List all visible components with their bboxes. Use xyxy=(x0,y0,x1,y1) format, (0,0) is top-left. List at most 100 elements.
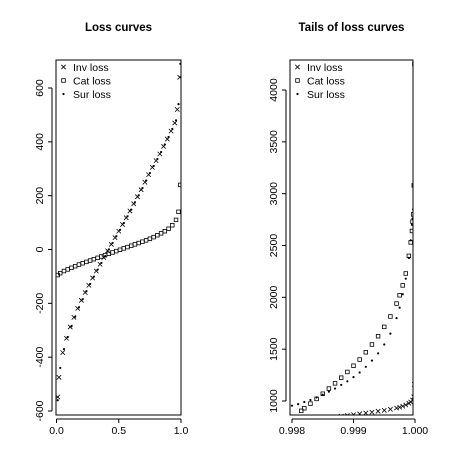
cat-loss-point xyxy=(117,247,123,252)
sur-loss-point xyxy=(377,352,380,355)
sur-loss-point xyxy=(346,380,349,383)
sur-loss-point xyxy=(148,171,151,175)
cat-loss-point xyxy=(76,262,82,267)
legend-inv-loss-label: Inv loss xyxy=(307,62,343,74)
x-tick-label: 1.000 xyxy=(402,425,428,437)
legend-inv-loss-label: Inv loss xyxy=(73,62,109,74)
sur-loss-point xyxy=(118,228,122,231)
sur-loss-point xyxy=(412,208,413,211)
sur-loss-point xyxy=(179,62,181,65)
cat-loss-point xyxy=(410,212,413,217)
sur-loss-point xyxy=(122,222,125,225)
sur-loss-point xyxy=(358,371,361,374)
inv-loss-point xyxy=(397,404,403,410)
sur-loss-point xyxy=(401,293,404,296)
x-tick-label: 0.0 xyxy=(49,425,64,437)
legend-sur-loss-marker xyxy=(62,92,65,96)
cat-loss-point xyxy=(176,209,181,215)
inv-loss-point xyxy=(344,413,350,415)
legend-cat-loss-marker xyxy=(295,78,300,83)
y-tick-label: -200 xyxy=(34,293,46,314)
cat-loss-point xyxy=(132,242,138,247)
cat-loss-point xyxy=(338,375,344,380)
inv-loss-point xyxy=(172,120,178,126)
loss-curves-panel: Loss curves -600 -400 -200 0 200 400 600 0.0 0.5 1… xyxy=(34,22,188,437)
legend-sur-loss-label: Sur loss xyxy=(73,89,111,101)
sur-loss-point xyxy=(409,239,412,242)
sur-loss-point xyxy=(174,119,178,122)
y-tick-label: 2500 xyxy=(268,234,280,258)
cat-loss-point xyxy=(400,283,405,288)
sur-loss-point xyxy=(70,325,73,328)
sur-loss-point xyxy=(159,150,163,154)
cat-loss-point xyxy=(155,233,160,238)
cat-loss-point xyxy=(87,258,93,263)
cat-loss-point xyxy=(125,244,130,250)
cat-loss-point xyxy=(162,228,168,234)
chart-title: Tails of loss curves xyxy=(299,22,405,34)
cat-loss-point xyxy=(69,265,74,271)
sur-loss-point xyxy=(412,177,413,179)
y-tick-label: 400 xyxy=(34,133,46,151)
sur-loss-point xyxy=(383,343,386,346)
cat-loss-point xyxy=(351,363,356,368)
y-tick-label: 4000 xyxy=(268,78,280,102)
series-sur-loss xyxy=(290,177,413,407)
inv-loss-point xyxy=(338,413,344,415)
inv-loss-point xyxy=(394,405,400,411)
cat-loss-point xyxy=(326,386,332,391)
y-tick-label: 2000 xyxy=(268,285,280,309)
cat-loss-point xyxy=(299,408,304,414)
sur-loss-point xyxy=(126,215,129,218)
series-cat-loss xyxy=(56,182,181,278)
cat-loss-point xyxy=(147,236,153,241)
sur-loss-point xyxy=(297,403,300,406)
sur-loss-point xyxy=(321,393,324,396)
cat-loss-point xyxy=(91,256,97,262)
cat-loss-point xyxy=(173,217,179,223)
sur-loss-point xyxy=(133,201,137,204)
cat-loss-point xyxy=(128,243,134,248)
cat-loss-point xyxy=(394,301,399,306)
cat-loss-point xyxy=(178,182,181,188)
sur-loss-point xyxy=(77,306,81,309)
cat-loss-point xyxy=(332,381,338,386)
inv-loss-point xyxy=(296,419,300,423)
sur-loss-point xyxy=(85,290,88,293)
cat-loss-point xyxy=(412,61,413,67)
sur-loss-point xyxy=(167,135,170,139)
x-tick-label: 0.5 xyxy=(111,425,126,437)
x-tick-label: 0.998 xyxy=(279,425,305,437)
sur-loss-point xyxy=(352,376,355,379)
sur-loss-point xyxy=(177,103,180,106)
cat-loss-point xyxy=(166,226,171,231)
legend-inv-loss-marker xyxy=(61,64,66,70)
inv-loss-point xyxy=(177,74,181,80)
inv-loss-point xyxy=(308,418,312,422)
sur-loss-point xyxy=(81,298,84,301)
cat-loss-point xyxy=(375,334,381,339)
sur-loss-point xyxy=(103,255,107,258)
tails-of-loss-curves-panel: Tails of loss curves 1000 1500 2000 2500 3000… xyxy=(268,22,428,437)
cat-loss-point xyxy=(136,240,141,246)
plot-frame xyxy=(289,59,414,416)
sur-loss-point xyxy=(303,400,306,404)
inv-loss-point xyxy=(351,412,356,415)
legend-sur-loss-label: Sur loss xyxy=(307,89,345,101)
y-tick-label: -600 xyxy=(34,400,46,421)
sur-loss-point xyxy=(315,396,318,399)
plot-frame xyxy=(55,59,182,416)
sur-loss-point xyxy=(370,359,374,362)
inv-loss-point xyxy=(410,397,413,403)
sur-loss-point xyxy=(56,399,59,402)
y-tick-label: 0 xyxy=(34,246,46,252)
cat-loss-point xyxy=(369,342,375,347)
sur-loss-point xyxy=(111,241,114,245)
y-tick-label: 3000 xyxy=(268,182,280,206)
cat-loss-point xyxy=(72,263,78,269)
sur-loss-point xyxy=(156,157,159,161)
inv-loss-point xyxy=(411,381,413,387)
sur-loss-point xyxy=(340,383,343,387)
inv-loss-point xyxy=(321,416,325,420)
